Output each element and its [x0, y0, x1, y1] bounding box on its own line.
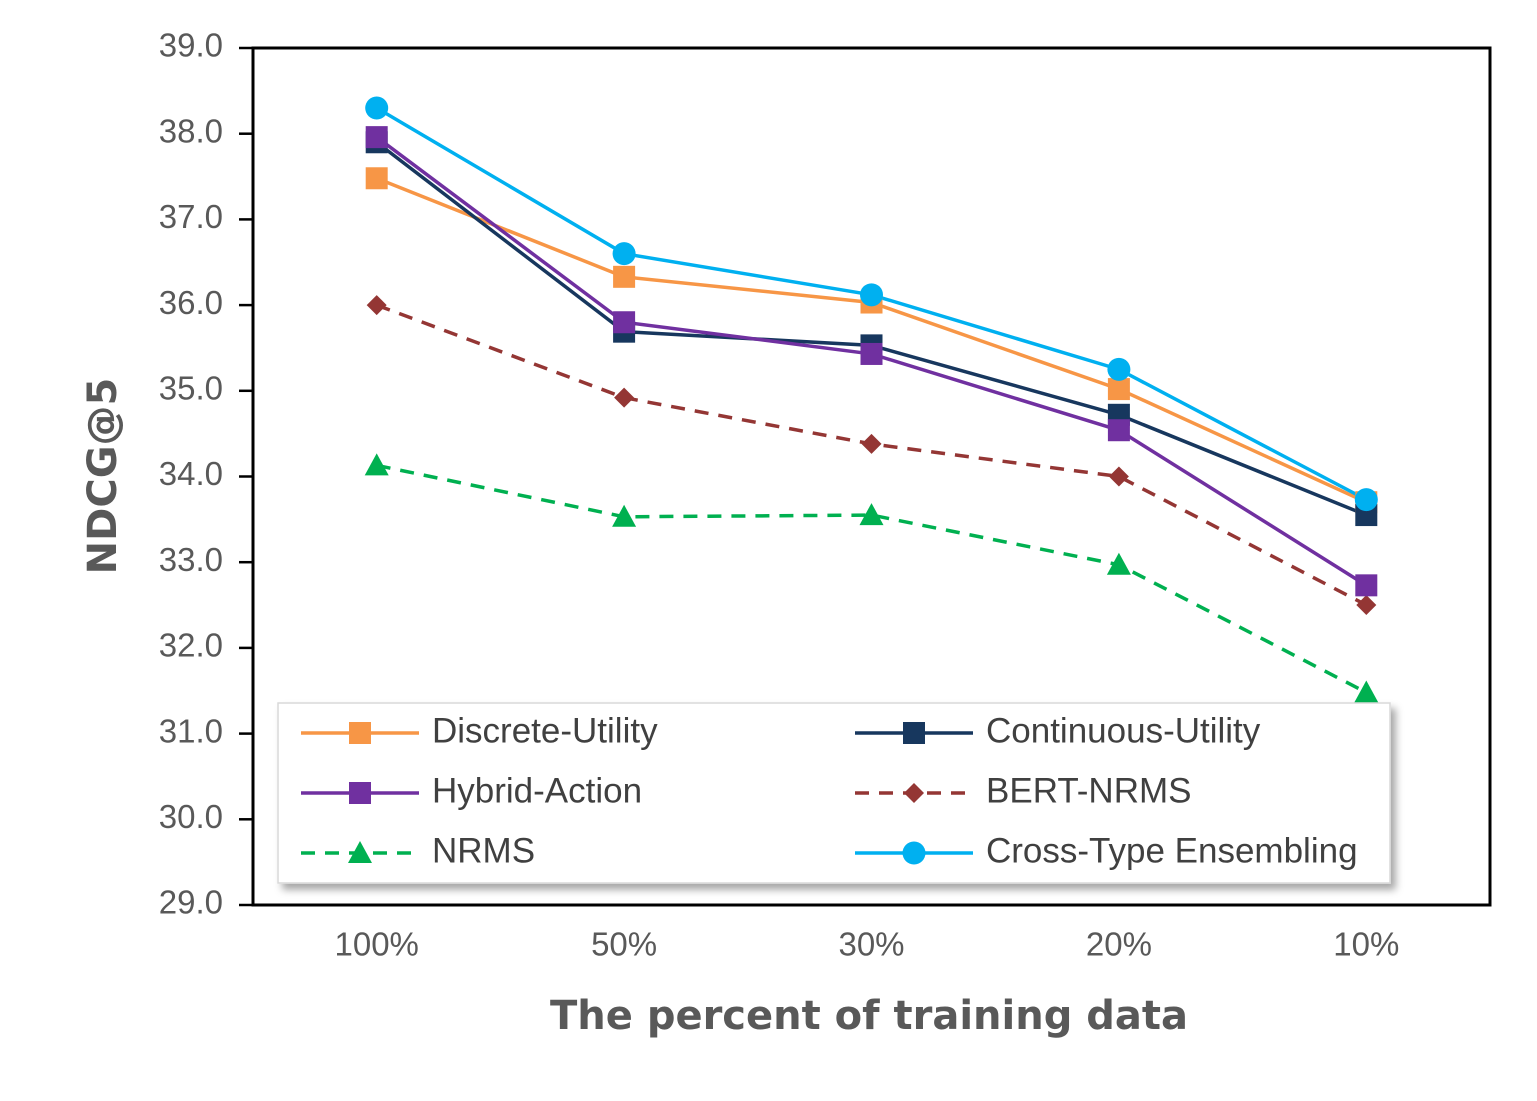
- legend-marker-cross-type-ensembling: [902, 841, 926, 865]
- data-point-cross-type-ensembling: [612, 242, 636, 266]
- data-point-nrms: [1106, 552, 1131, 575]
- legend-marker-bert-nrms: [904, 783, 924, 803]
- data-point-discrete-utility: [365, 167, 388, 190]
- legend-label-bert-nrms: BERT-NRMS: [986, 771, 1192, 810]
- y-tick-label: 29.0: [159, 884, 223, 921]
- data-point-hybrid-action: [365, 126, 388, 149]
- legend-label-cross-type-ensembling: Cross-Type Ensembling: [986, 831, 1358, 870]
- legend: Discrete-Utility Continuous-Utility Hybrid…: [277, 702, 1391, 884]
- data-point-discrete-utility: [613, 265, 636, 288]
- x-tick-label: 100%: [334, 926, 418, 963]
- y-tick-label: 34.0: [159, 455, 223, 492]
- legend-label-discrete-utility: Discrete-Utility: [432, 711, 658, 750]
- data-point-bert-nrms: [614, 387, 635, 408]
- data-point-bert-nrms: [1356, 595, 1377, 616]
- x-axis-title: The percent of training data: [550, 993, 1188, 1039]
- data-point-bert-nrms: [861, 433, 882, 454]
- y-tick-label: 35.0: [159, 370, 223, 407]
- x-tick-label: 10%: [1333, 926, 1399, 963]
- series-markers: [364, 96, 1379, 703]
- y-axis-title: NDCG@5: [80, 378, 126, 575]
- y-tick-label: 33.0: [159, 541, 223, 578]
- data-point-bert-nrms: [1108, 466, 1129, 487]
- data-point-bert-nrms: [366, 295, 387, 316]
- legend-marker-continuous-utility: [903, 722, 925, 744]
- y-tick-label: 30.0: [159, 798, 223, 835]
- legend-marker-nrms: [348, 841, 372, 863]
- legend-marker-hybrid-action: [349, 782, 371, 804]
- y-tick-label: 38.0: [159, 112, 223, 149]
- x-tick-label: 50%: [591, 926, 657, 963]
- data-point-hybrid-action: [1355, 574, 1378, 597]
- data-point-cross-type-ensembling: [1354, 488, 1378, 512]
- y-tick-label: 36.0: [159, 284, 223, 321]
- x-axis: 100% 50% 30% 20% 10%: [334, 926, 1399, 963]
- data-point-discrete-utility: [1107, 378, 1130, 401]
- data-point-nrms: [612, 504, 637, 527]
- y-tick-label: 32.0: [159, 627, 223, 664]
- series-lines: [375, 106, 1368, 695]
- data-point-nrms: [364, 453, 389, 476]
- data-point-nrms: [859, 503, 884, 526]
- data-point-cross-type-ensembling: [860, 283, 883, 307]
- x-tick-label: 30%: [838, 926, 904, 963]
- legend-label-hybrid-action: Hybrid-Action: [432, 771, 642, 810]
- data-point-hybrid-action: [613, 311, 636, 334]
- x-tick-label: 20%: [1086, 926, 1152, 963]
- data-point-hybrid-action: [860, 342, 883, 365]
- y-tick-label: 31.0: [159, 712, 223, 749]
- y-axis: 29.0 30.0 31.0 32.0 33.0 34.0 35.0 36.0 37.0 38.0…: [159, 27, 253, 921]
- legend-label-nrms: NRMS: [432, 831, 535, 870]
- legend-box: [277, 702, 1391, 884]
- y-tick-label: 37.0: [159, 198, 223, 235]
- y-tick-label: 39.0: [159, 27, 223, 64]
- data-point-nrms: [1354, 680, 1379, 703]
- legend-marker-discrete-utility: [349, 722, 371, 744]
- series-line-continuous-utility: [375, 140, 1367, 517]
- data-point-cross-type-ensembling: [365, 96, 389, 120]
- series-line-nrms: [376, 463, 1368, 695]
- legend-label-continuous-utility: Continuous-Utility: [986, 711, 1261, 750]
- data-point-hybrid-action: [1107, 419, 1130, 442]
- data-point-cross-type-ensembling: [1107, 357, 1131, 381]
